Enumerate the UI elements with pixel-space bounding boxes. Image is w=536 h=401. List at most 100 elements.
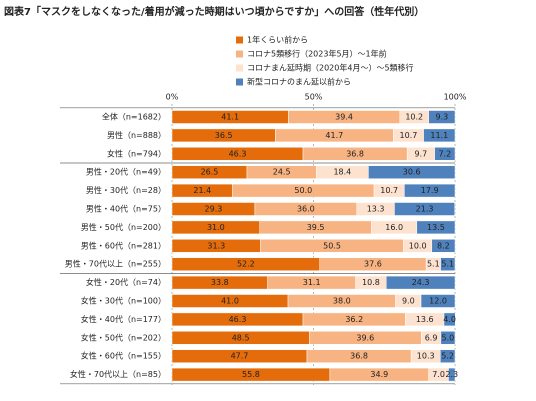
data-label: 48.5 (232, 333, 250, 342)
bar-segment (420, 294, 456, 308)
y-tick-label: 女性・40代（n=177） (81, 314, 166, 324)
data-label: 12.0 (429, 297, 447, 306)
y-tick-label: 女性（n=794） (107, 148, 166, 158)
bar-segment (385, 275, 456, 290)
bar-segment (434, 147, 456, 161)
y-tick-label: 男性・20代（n=49） (86, 167, 166, 177)
data-label: 10.3 (417, 352, 435, 361)
legend-label: コロナまん延時期（2020年4月〜）〜5類移行 (247, 63, 414, 73)
data-label: 10.0 (409, 241, 427, 250)
y-tick-label: 女性・50代（n=202） (81, 332, 166, 342)
bar-segment (448, 367, 456, 382)
data-label: 47.7 (231, 352, 249, 361)
data-label: 24.5 (273, 168, 291, 177)
data-label: 41.1 (221, 113, 239, 122)
bar-segment (416, 220, 456, 235)
bar-segment (431, 239, 456, 253)
bar-segment (440, 349, 456, 363)
chart-title: 図表7「マスクをしなくなった/着用が減った時期はいつ頃からですか」への回答（性年… (4, 5, 424, 18)
data-label: 4.0 (443, 315, 456, 324)
bar-segment (440, 257, 456, 271)
data-label: 5.0 (442, 333, 455, 342)
data-label: 8.2 (437, 241, 450, 250)
data-label: 6.9 (425, 333, 438, 342)
data-label: 34.9 (370, 370, 388, 379)
data-label: 16.0 (385, 223, 403, 232)
legend-label: 新型コロナのまん延以前から (247, 77, 351, 87)
data-label: 21.3 (416, 205, 434, 214)
data-label: 5.2 (441, 352, 454, 361)
data-label: 24.3 (412, 278, 430, 287)
data-label: 36.0 (297, 205, 315, 214)
data-label: 30.6 (403, 168, 421, 177)
bar-segment (428, 110, 456, 124)
data-label: 33.8 (211, 278, 229, 287)
data-label: 31.1 (303, 278, 321, 287)
data-label: 7.2 (438, 149, 451, 158)
data-label: 50.5 (323, 241, 341, 250)
data-label: 7.0 (432, 370, 445, 379)
data-label: 41.7 (325, 131, 343, 140)
data-label: 39.4 (335, 113, 353, 122)
y-tick-label: 男性・70代以上（n=255） (65, 259, 166, 269)
data-label: 10.8 (362, 278, 380, 287)
y-tick-label: 女性・20代（n=74） (86, 277, 166, 287)
data-label: 55.8 (242, 370, 260, 379)
data-label: 5.1 (427, 260, 440, 269)
y-tick-label: 男性・40代（n=75） (86, 204, 166, 214)
data-label: 18.4 (333, 168, 351, 177)
bar-segment (423, 128, 456, 143)
y-tick-label: 男性（n=888） (107, 130, 166, 140)
legend-swatch (236, 50, 243, 58)
x-tick-label: 0% (166, 93, 179, 102)
data-label: 36.2 (345, 315, 363, 324)
y-tick-label: 男性・60代（n=281） (81, 240, 166, 250)
data-label: 10.7 (380, 186, 398, 195)
legend-swatch (236, 78, 243, 86)
data-label: 39.6 (356, 333, 374, 342)
data-label: 37.6 (364, 260, 382, 269)
data-label: 29.3 (205, 205, 223, 214)
data-label: 36.5 (215, 131, 233, 140)
legend-label: 1年くらい前から (247, 35, 308, 45)
data-label: 31.0 (207, 223, 225, 232)
bar-segment (404, 183, 456, 198)
x-tick-label: 100% (444, 93, 467, 102)
bar-segment (394, 202, 455, 216)
data-label: 9.3 (435, 113, 448, 122)
data-label: 9.7 (415, 149, 428, 158)
bar-segment (440, 331, 456, 345)
y-tick-label: 全体（n=1682） (102, 112, 166, 122)
data-label: 52.2 (237, 260, 255, 269)
data-label: 13.6 (416, 315, 434, 324)
data-label: 46.3 (229, 315, 247, 324)
legend-swatch (236, 64, 243, 72)
legend-label: コロナ5類移行（2023年5月）〜1年前 (247, 49, 387, 59)
y-tick-label: 女性・70代以上（n=85） (70, 369, 166, 379)
data-label: 9.0 (402, 297, 415, 306)
data-label: 10.7 (400, 131, 418, 140)
data-label: 17.9 (421, 186, 439, 195)
data-label: 41.0 (221, 297, 239, 306)
y-tick-label: 男性・50代（n=200） (81, 222, 166, 232)
y-tick-label: 女性・60代（n=155） (81, 351, 166, 361)
data-label: 50.0 (294, 186, 312, 195)
data-label: 2.3 (445, 370, 458, 379)
legend-swatch (236, 36, 243, 44)
y-tick-label: 女性・30代（n=100） (81, 296, 166, 306)
data-label: 13.5 (427, 223, 445, 232)
bar-segment (368, 165, 456, 179)
data-label: 36.8 (350, 352, 368, 361)
data-label: 31.3 (207, 241, 225, 250)
bar-segment (443, 312, 456, 327)
data-label: 13.3 (367, 205, 385, 214)
data-label: 38.0 (333, 297, 351, 306)
data-label: 5.1 (441, 260, 454, 269)
data-label: 11.1 (430, 131, 448, 140)
y-tick-label: 男性・30代（n=28） (86, 185, 166, 195)
data-label: 21.4 (193, 186, 211, 195)
x-tick-label: 50% (305, 93, 323, 102)
data-label: 46.3 (229, 149, 247, 158)
data-label: 36.8 (346, 149, 364, 158)
